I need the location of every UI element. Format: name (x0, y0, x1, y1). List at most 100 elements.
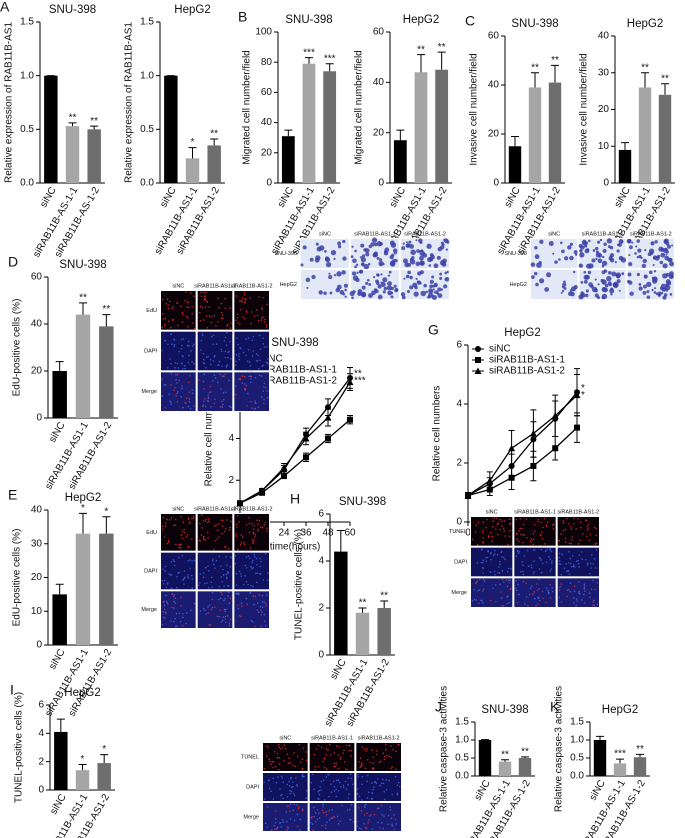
cell (489, 531, 492, 534)
cell (578, 566, 580, 568)
cell (482, 529, 484, 532)
cell (328, 809, 331, 812)
cell (366, 759, 369, 761)
cell (279, 794, 282, 797)
cell (502, 604, 505, 607)
cell (301, 775, 303, 777)
cell (669, 293, 673, 296)
cell (171, 343, 173, 345)
cell (202, 608, 205, 610)
cell (490, 552, 492, 555)
cell (388, 755, 390, 757)
cell (167, 307, 170, 310)
cell (173, 560, 176, 563)
cell (226, 325, 228, 327)
cell (306, 286, 309, 289)
cell (333, 257, 336, 260)
cell (375, 782, 378, 785)
cell (620, 257, 624, 260)
cell (590, 284, 594, 289)
cell (188, 398, 191, 400)
cell (560, 291, 563, 294)
cell (476, 543, 479, 546)
significance: *** (303, 47, 315, 58)
cell (551, 587, 554, 589)
cell (371, 237, 378, 243)
cell (260, 609, 262, 611)
cell (545, 525, 548, 528)
cell (199, 319, 202, 322)
cell (409, 285, 414, 290)
cell (551, 524, 554, 527)
cell (174, 602, 177, 605)
cell (278, 768, 280, 771)
cell (343, 786, 345, 789)
cell (358, 827, 361, 829)
cell (202, 538, 205, 540)
cell (166, 582, 169, 584)
cell (230, 406, 232, 408)
cell (357, 820, 359, 823)
cell (224, 356, 227, 359)
cell (161, 298, 164, 301)
cell (251, 620, 254, 623)
significance: ** (521, 747, 529, 758)
cell (217, 523, 220, 525)
row-label: Merge (141, 607, 157, 613)
cell (396, 792, 399, 795)
cell (260, 396, 263, 398)
cell (281, 746, 284, 749)
cell (161, 528, 164, 531)
cell (260, 614, 263, 616)
cell (409, 275, 413, 280)
cell (229, 566, 231, 568)
cell (254, 376, 257, 379)
error-bar (616, 758, 624, 764)
y-tick-label: 10 (598, 141, 610, 152)
y-tick-label: 1.0 (455, 735, 469, 746)
significance: * (102, 744, 106, 755)
cell (265, 624, 267, 627)
cell (383, 252, 386, 255)
cell (359, 766, 362, 768)
cell (253, 539, 255, 541)
cell (374, 289, 379, 294)
micrograph (196, 513, 234, 552)
cell (349, 818, 351, 821)
cell (210, 608, 213, 611)
cell (489, 571, 492, 573)
cell (272, 798, 275, 800)
cell (665, 241, 670, 246)
cell (296, 783, 298, 786)
y-axis-label: Relative cell numbers (432, 386, 443, 482)
y-tick-label: 2 (456, 458, 462, 469)
cell (372, 767, 374, 769)
y-axis-label: Invasive cell number/field (469, 53, 480, 165)
row-label: SNU-398 (274, 251, 297, 257)
cell (587, 523, 590, 525)
cell (218, 585, 220, 588)
micrograph (262, 772, 309, 802)
cell (207, 537, 209, 539)
cell (266, 579, 269, 582)
cell (373, 813, 376, 816)
cell (382, 827, 385, 830)
cell (237, 604, 239, 607)
cell (530, 566, 533, 569)
cell (581, 240, 587, 246)
cell (548, 592, 550, 595)
cell (225, 344, 228, 346)
cell (387, 290, 393, 296)
cell (380, 760, 382, 763)
cell (569, 255, 574, 261)
cell (475, 524, 478, 527)
cell (336, 815, 339, 818)
cell (184, 401, 187, 404)
cell (266, 530, 268, 532)
error-bar (102, 516, 111, 534)
cell (266, 390, 269, 392)
cell (235, 385, 237, 387)
cell (258, 594, 261, 596)
cell (257, 530, 259, 532)
cell (270, 828, 273, 831)
